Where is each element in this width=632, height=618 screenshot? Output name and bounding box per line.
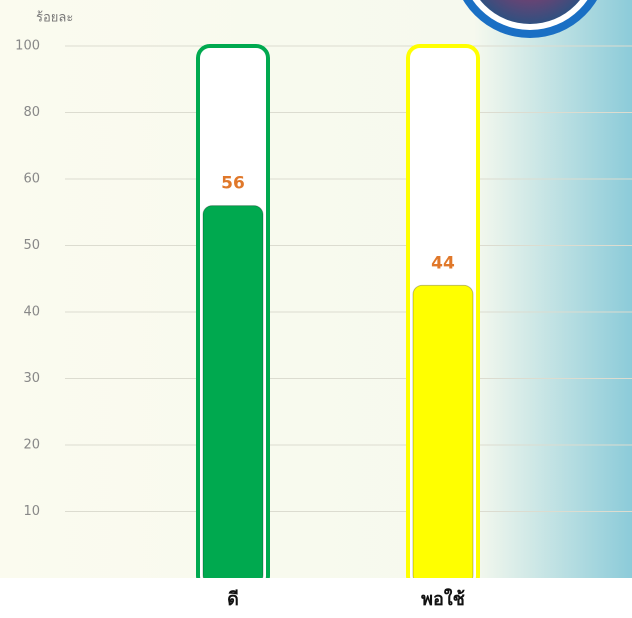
y-axis-label: ร้อยละ — [36, 11, 73, 26]
x-tick-label: พอใช้ — [421, 588, 465, 610]
y-tick-label: 20 — [23, 438, 40, 453]
x-tick-label: ดี — [227, 589, 239, 610]
y-tick-label: 10 — [23, 504, 40, 519]
y-tick-label: 40 — [23, 305, 40, 320]
page: {"chart_data": {"type": "bar", "y_axis_l… — [0, 0, 632, 618]
value-label: 56 — [221, 174, 245, 194]
y-tick-label: 80 — [23, 105, 40, 120]
y-tick-label: 60 — [23, 172, 40, 187]
baseline — [0, 578, 632, 614]
background — [0, 0, 632, 614]
bar — [203, 206, 263, 584]
value-label: 44 — [431, 253, 455, 273]
y-tick-label: 50 — [23, 238, 40, 253]
y-tick-label: 30 — [23, 371, 40, 386]
y-tick-label: 100 — [15, 39, 40, 54]
bar — [413, 285, 473, 584]
chart: ร้อยละ 10 20 30 40 50 60 80 100 56 44 ดี พอใช้ — [0, 0, 632, 614]
